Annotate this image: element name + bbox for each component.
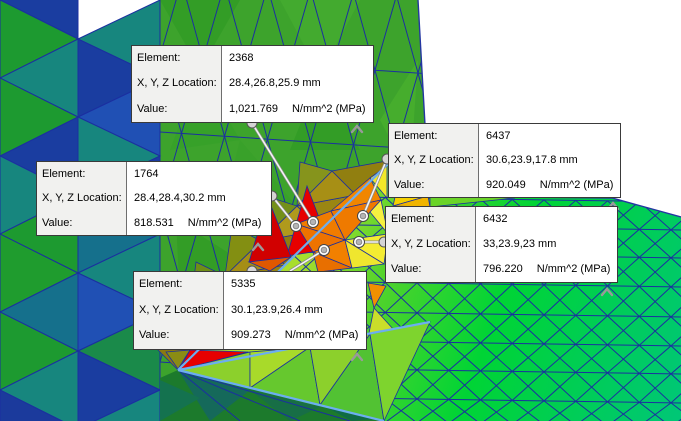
value-label: Value:	[132, 96, 221, 122]
probe-callout-1764[interactable]: Element: 1764 X, Y, Z Location: 28.4,28.…	[36, 161, 272, 236]
probe-marker-center	[320, 246, 328, 254]
location-label: X, Y, Z Location:	[132, 71, 221, 97]
stress-unit: N/mm^2 (MPa)	[187, 216, 262, 229]
location-label: X, Y, Z Location:	[37, 186, 126, 211]
probe-callout-5335[interactable]: Element: 5335 X, Y, Z Location: 30.1,23.…	[133, 271, 367, 350]
probe-marker-center	[292, 222, 300, 230]
element-value: 6432	[475, 207, 617, 232]
probe-marker-center	[359, 212, 367, 220]
probe-point-markers	[290, 210, 369, 256]
location-label: X, Y, Z Location:	[386, 232, 475, 257]
stress-value: 909.273 N/mm^2 (MPa)	[223, 323, 366, 349]
element-label: Element:	[389, 124, 478, 149]
stress-value: 1,021.769 N/mm^2 (MPa)	[221, 96, 373, 122]
element-label: Element:	[386, 207, 475, 232]
value-label: Value:	[37, 210, 126, 235]
probe-callout-6432[interactable]: Element: 6432 X, Y, Z Location: 33,23.9,…	[385, 206, 618, 283]
element-label: Element:	[37, 162, 126, 187]
stress-value: 920.049 N/mm^2 (MPa)	[478, 172, 620, 197]
value-label: Value:	[134, 323, 223, 349]
element-value: 5335	[223, 272, 366, 298]
probe-marker-center	[309, 218, 317, 226]
location-value: 28.4,26.8,25.9 mm	[221, 71, 373, 97]
probe-leader-lines	[250, 122, 389, 273]
element-value: 2368	[221, 46, 373, 72]
location-value: 28.4,28.4,30.2 mm	[126, 186, 271, 211]
stress-unit: N/mm^2 (MPa)	[291, 102, 366, 115]
probe-callout-2368[interactable]: Element: 2368 X, Y, Z Location: 28.4,26.…	[131, 45, 374, 123]
probe-marker-center	[355, 238, 363, 246]
location-value: 30.6,23.9,17.8 mm	[478, 148, 620, 173]
stress-value: 796.220 N/mm^2 (MPa)	[475, 257, 617, 282]
location-value: 30.1,23.9,26.4 mm	[223, 297, 366, 324]
location-label: X, Y, Z Location:	[389, 148, 478, 173]
location-value: 33,23.9,23 mm	[475, 232, 617, 257]
element-value: 6437	[478, 124, 620, 149]
stress-unit: N/mm^2 (MPa)	[284, 329, 359, 342]
element-label: Element:	[132, 46, 221, 72]
element-label: Element:	[134, 272, 223, 298]
value-label: Value:	[389, 172, 478, 197]
stress-unit: N/mm^2 (MPa)	[539, 178, 614, 191]
value-label: Value:	[386, 257, 475, 282]
probe-callout-6437[interactable]: Element: 6437 X, Y, Z Location: 30.6,23.…	[388, 123, 621, 198]
element-value: 1764	[126, 162, 271, 187]
stress-unit: N/mm^2 (MPa)	[536, 263, 611, 275]
location-label: X, Y, Z Location:	[134, 297, 223, 324]
stress-value: 818.531 N/mm^2 (MPa)	[126, 210, 271, 235]
